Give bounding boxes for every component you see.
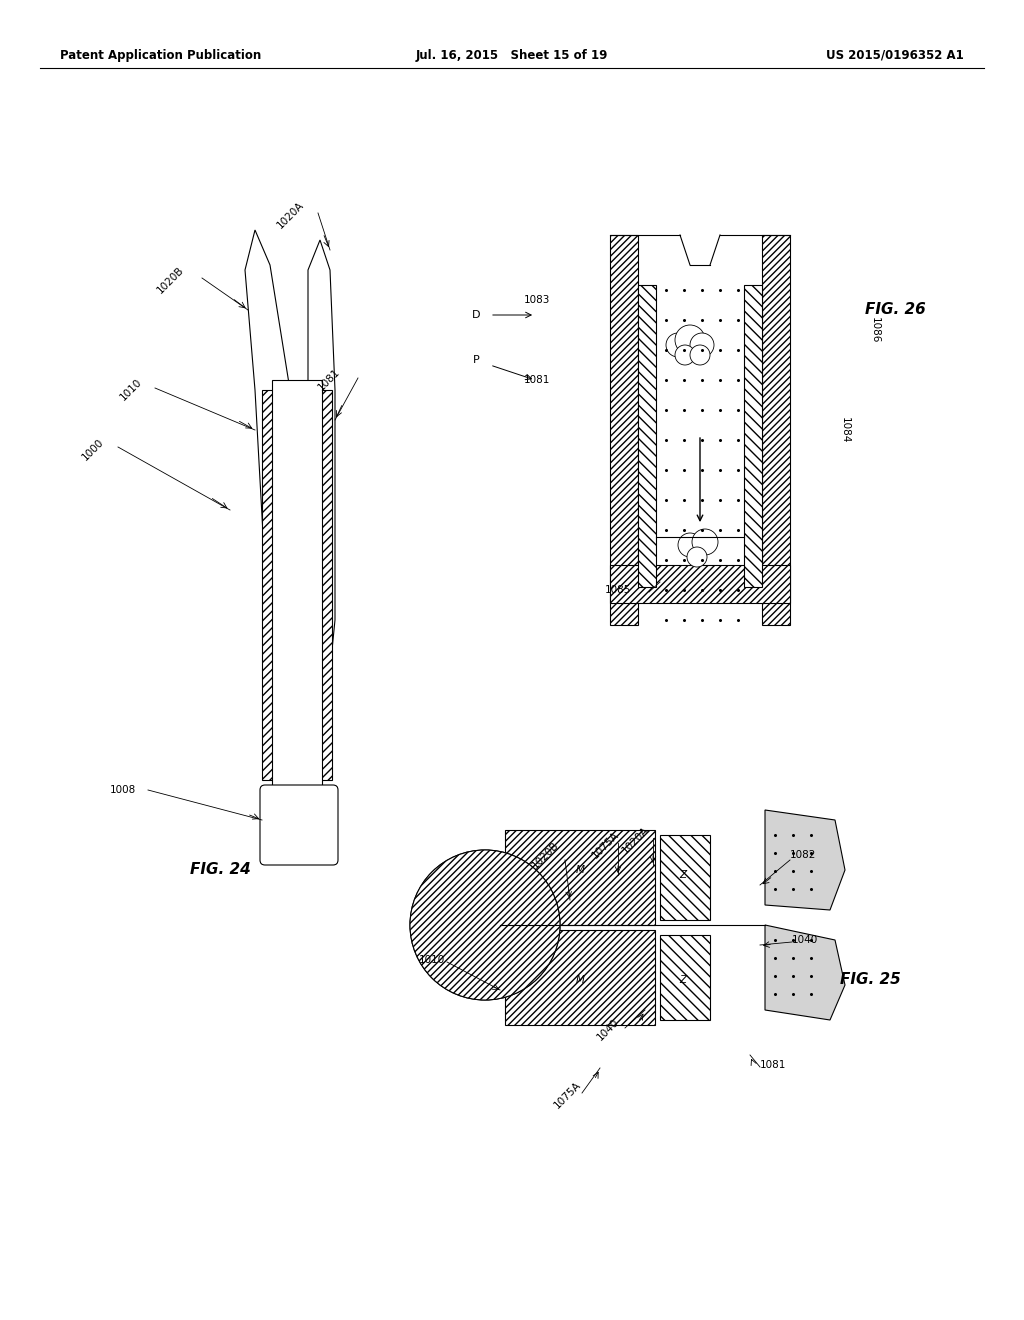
Text: FIG. 24: FIG. 24 [189,862,251,878]
Text: 1040: 1040 [595,1018,621,1043]
Polygon shape [765,810,845,909]
Text: 1020B: 1020B [529,840,560,870]
Circle shape [666,333,690,356]
Text: 1075A: 1075A [590,830,621,861]
Text: D: D [471,310,480,319]
Bar [638,285,656,587]
Text: 1020A: 1020A [275,199,306,230]
Bar [660,935,710,1020]
Circle shape [692,529,718,554]
Bar [262,389,332,780]
Bar [744,285,762,587]
Polygon shape [308,240,335,719]
Text: 1081: 1081 [760,1060,786,1071]
Text: Z: Z [680,870,686,880]
Text: 1081: 1081 [524,375,550,385]
Text: US 2015/0196352 A1: US 2015/0196352 A1 [826,49,964,62]
Text: M: M [575,975,585,985]
Text: FIG. 26: FIG. 26 [865,302,926,318]
Circle shape [678,533,702,557]
Text: 1082: 1082 [790,850,816,861]
Text: M: M [575,865,585,875]
Text: 1075A: 1075A [552,1080,583,1110]
Text: 1010: 1010 [118,378,143,403]
Text: 1000: 1000 [80,437,105,463]
Text: 1010: 1010 [419,954,445,965]
Circle shape [410,850,560,1001]
Bar [610,565,790,603]
Bar [762,235,790,624]
Text: 1020A: 1020A [620,825,650,855]
Bar [505,830,655,925]
Circle shape [410,850,560,1001]
Text: 1081: 1081 [316,367,342,393]
Circle shape [687,546,707,568]
Text: Patent Application Publication: Patent Application Publication [60,49,261,62]
Text: 1040: 1040 [792,935,818,945]
Text: 1085: 1085 [605,585,632,595]
Text: 1083: 1083 [524,294,550,305]
Circle shape [675,345,695,366]
Bar [610,235,638,624]
Text: 1008: 1008 [110,785,136,795]
Polygon shape [765,925,845,1020]
Bar [660,836,710,920]
Circle shape [690,345,710,366]
Bar [505,931,655,1026]
Text: Z: Z [680,975,686,985]
FancyBboxPatch shape [260,785,338,865]
Polygon shape [245,230,292,680]
Text: FIG. 25: FIG. 25 [840,973,901,987]
Text: Jul. 16, 2015   Sheet 15 of 19: Jul. 16, 2015 Sheet 15 of 19 [416,49,608,62]
Text: 1084: 1084 [840,417,850,444]
Circle shape [675,325,705,355]
Bar [272,380,322,789]
Text: P: P [473,355,480,366]
Text: 1020B: 1020B [155,265,185,296]
Circle shape [690,333,714,356]
Text: 1086: 1086 [870,317,880,343]
